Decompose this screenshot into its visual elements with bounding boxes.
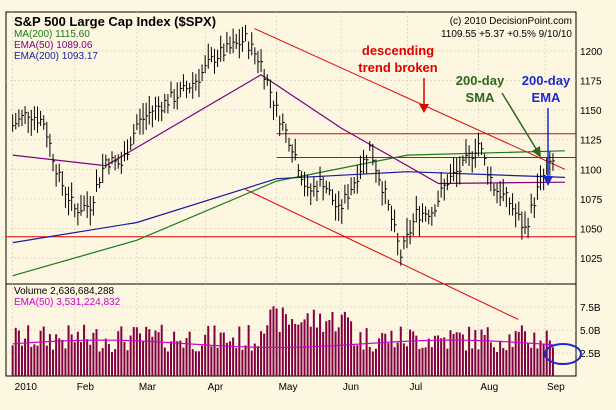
volume-ema-line — [12, 339, 553, 349]
trendlines — [245, 28, 566, 320]
price-panel-frame — [5, 11, 577, 285]
sma-arrow-head — [532, 146, 541, 158]
ema-arrow-head — [543, 176, 553, 186]
annotation-200day-sma: 200-day — [456, 73, 505, 88]
volume-tick-label: 7.5B — [580, 303, 601, 314]
month-tick-label: Feb — [77, 382, 95, 393]
chart-title: S&P 500 Large Cap Index ($SPX) — [14, 14, 216, 29]
legend-volume-ema: EMA(50) 3,531,224,832 — [14, 297, 121, 308]
annotation-sma: SMA — [466, 90, 496, 105]
annotation-descending: descending — [362, 43, 434, 58]
month-tick-label: Mar — [139, 382, 157, 393]
price-tick-label: 1075 — [580, 195, 603, 206]
grid — [6, 12, 576, 376]
legend-ma200: MA(200) 1115.60 — [14, 29, 90, 40]
annotation-trend-broken: trend broken — [358, 60, 438, 75]
volume-tick-label: 5.0B — [580, 326, 601, 337]
month-tick-label: Jul — [409, 382, 422, 393]
copyright-text: (c) 2010 DecisionPoint.com — [450, 16, 572, 27]
annotation-ema: EMA — [532, 90, 562, 105]
price-tick-label: 1050 — [580, 224, 603, 235]
volume-axis-ticks: 7.5B 5.0B 2.5B — [580, 303, 601, 360]
legend-volume: Volume 2,636,684,288 — [14, 286, 115, 297]
volume-ema — [12, 339, 553, 349]
volume-tick-label: 2.5B — [580, 349, 601, 360]
price-axis-ticks: 1025 1050 1075 1100 1125 1150 1175 1200 — [580, 47, 603, 265]
ma-line-ma200 — [12, 150, 565, 277]
legend-ema200: EMA(200) 1093.17 — [14, 51, 98, 62]
month-tick-label: Apr — [208, 382, 224, 393]
price-tick-label: 1175 — [580, 77, 602, 88]
price-tick-label: 1200 — [580, 47, 603, 58]
price-bars — [12, 24, 555, 266]
legend-ema50: EMA(50) 1089.06 — [14, 40, 93, 51]
price-tick-label: 1025 — [580, 254, 603, 265]
price-tick-label: 1125 — [580, 136, 602, 147]
month-tick-label: May — [279, 382, 298, 393]
x-axis-ticks: 2010 Feb Mar Apr May Jun Jul Aug Sep — [15, 382, 566, 393]
quote-text: 1109.55 +5.37 +0.5% 9/10/10 — [441, 29, 572, 40]
price-tick-label: 1150 — [580, 106, 602, 117]
month-tick-label: 2010 — [15, 382, 38, 393]
price-tick-label: 1100 — [580, 165, 602, 176]
descending-arrow-head — [419, 104, 429, 113]
month-tick-label: Sep — [547, 382, 565, 393]
volume-highlight-ellipse — [544, 343, 582, 365]
descending-trendline — [254, 28, 566, 170]
descending-trendline — [245, 188, 519, 320]
annotation-200day-ema: 200-day — [522, 73, 571, 88]
month-tick-label: Jun — [343, 382, 359, 393]
month-tick-label: Aug — [480, 382, 498, 393]
sma-arrow-line — [501, 92, 539, 153]
